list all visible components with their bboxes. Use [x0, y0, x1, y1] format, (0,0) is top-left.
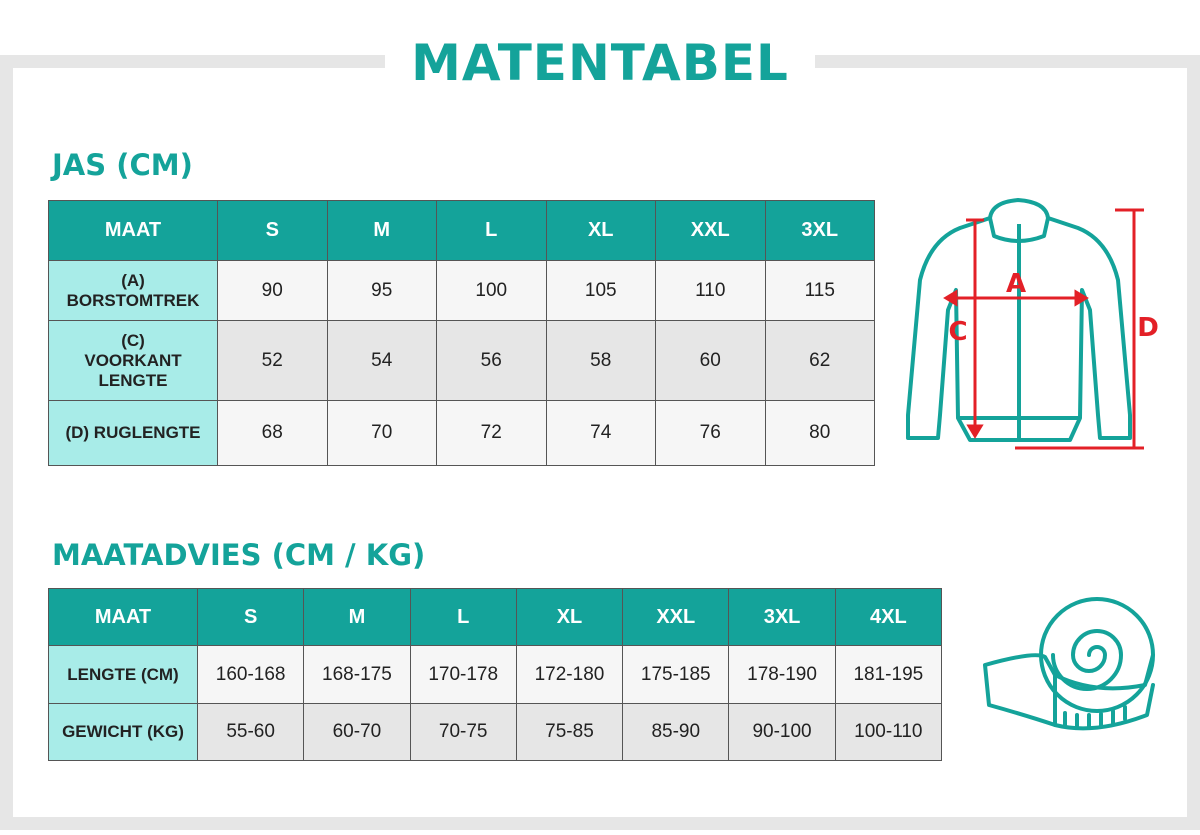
- table-cell: 170-178: [409, 645, 517, 704]
- table-cell: 55-60: [196, 703, 305, 761]
- diagram-label: A: [1006, 269, 1026, 299]
- advice-table: MAAT S M L XL XXL 3XL 4XL LENGTE (CM) 160-168 168-…: [48, 588, 943, 761]
- table-cell: M: [326, 200, 437, 261]
- table-row: GEWICHT (KG) 55-60 60-70 70-75 75-85 85-90 90-…: [48, 703, 943, 761]
- row-header: GEWICHT (KG): [48, 703, 198, 761]
- table-row: LENGTE (CM) 160-168 168-175 170-178 172-180 1…: [48, 645, 943, 704]
- table-cell: L: [436, 200, 547, 261]
- table-row: (A) BORSTOMTREK 90 95 100 105 110 115: [48, 260, 875, 321]
- frame: [0, 55, 1200, 830]
- jacket-table: MAAT S M L XL XXL 3XL (A) BORSTOMTREK 90 95 100 105…: [48, 200, 875, 466]
- table-cell: 95: [326, 260, 437, 321]
- table-cell: 52: [217, 320, 328, 401]
- table-cell: 70-75: [409, 703, 517, 761]
- table-cell: 175-185: [622, 645, 730, 704]
- diagram-label: C: [948, 317, 967, 347]
- table-cell: 74: [545, 400, 656, 466]
- page-title: MATENTABEL: [385, 28, 815, 98]
- table-cell: 100: [436, 260, 547, 321]
- table-cell: 54: [326, 320, 437, 401]
- table-cell: 160-168: [196, 645, 305, 704]
- table-cell: XXL: [622, 588, 730, 646]
- table-cell: XXL: [655, 200, 766, 261]
- table-cell: 3XL: [764, 200, 875, 261]
- table-cell: 60-70: [303, 703, 411, 761]
- jacket-diagram: A C D: [906, 198, 1159, 450]
- table-cell: XL: [545, 200, 656, 261]
- table-cell: 68: [217, 400, 328, 466]
- table-cell: 115: [764, 260, 875, 321]
- table-cell: 105: [545, 260, 656, 321]
- row-header: LENGTE (CM): [48, 645, 198, 704]
- table-cell: 56: [436, 320, 547, 401]
- table-cell: L: [409, 588, 517, 646]
- table-cell: 90: [217, 260, 328, 321]
- table-cell: 62: [764, 320, 875, 401]
- diagram-label: D: [1137, 313, 1159, 343]
- table-row: MAAT S M L XL XXL 3XL: [48, 200, 875, 261]
- row-header: MAAT: [48, 588, 198, 646]
- table-cell: 3XL: [728, 588, 836, 646]
- section-title: JAS (CM): [52, 148, 193, 182]
- table-cell: XL: [515, 588, 624, 646]
- table-cell: 70: [326, 400, 437, 466]
- row-header: (C) VOORKANT LENGTE: [48, 320, 218, 401]
- table-cell: 60: [655, 320, 766, 401]
- table-cell: 172-180: [515, 645, 624, 704]
- table-cell: 181-195: [834, 645, 943, 704]
- table-cell: 85-90: [622, 703, 730, 761]
- table-cell: S: [196, 588, 305, 646]
- table-cell: 58: [545, 320, 656, 401]
- table-cell: M: [303, 588, 411, 646]
- row-header: MAAT: [48, 200, 218, 261]
- table-row: (D) RUGLENGTE 68 70 72 74 76 80: [48, 400, 875, 466]
- table-cell: 90-100: [728, 703, 836, 761]
- section-title: MAATADVIES (CM / KG): [52, 538, 426, 572]
- table-cell: 178-190: [728, 645, 836, 704]
- row-header: (A) BORSTOMTREK: [48, 260, 218, 321]
- table-cell: 4XL: [834, 588, 943, 646]
- table-cell: 75-85: [515, 703, 624, 761]
- table-cell: 72: [436, 400, 547, 466]
- table-cell: 110: [655, 260, 766, 321]
- table-row: MAAT S M L XL XXL 3XL 4XL: [48, 588, 943, 646]
- table-cell: 168-175: [303, 645, 411, 704]
- table-cell: S: [217, 200, 328, 261]
- table-cell: 80: [764, 400, 875, 466]
- tape-measure-icon: [983, 597, 1155, 731]
- row-header: (D) RUGLENGTE: [48, 400, 218, 466]
- table-row: (C) VOORKANT LENGTE 52 54 56 58 60 62: [48, 320, 875, 401]
- table-cell: 100-110: [834, 703, 943, 761]
- table-cell: 76: [655, 400, 766, 466]
